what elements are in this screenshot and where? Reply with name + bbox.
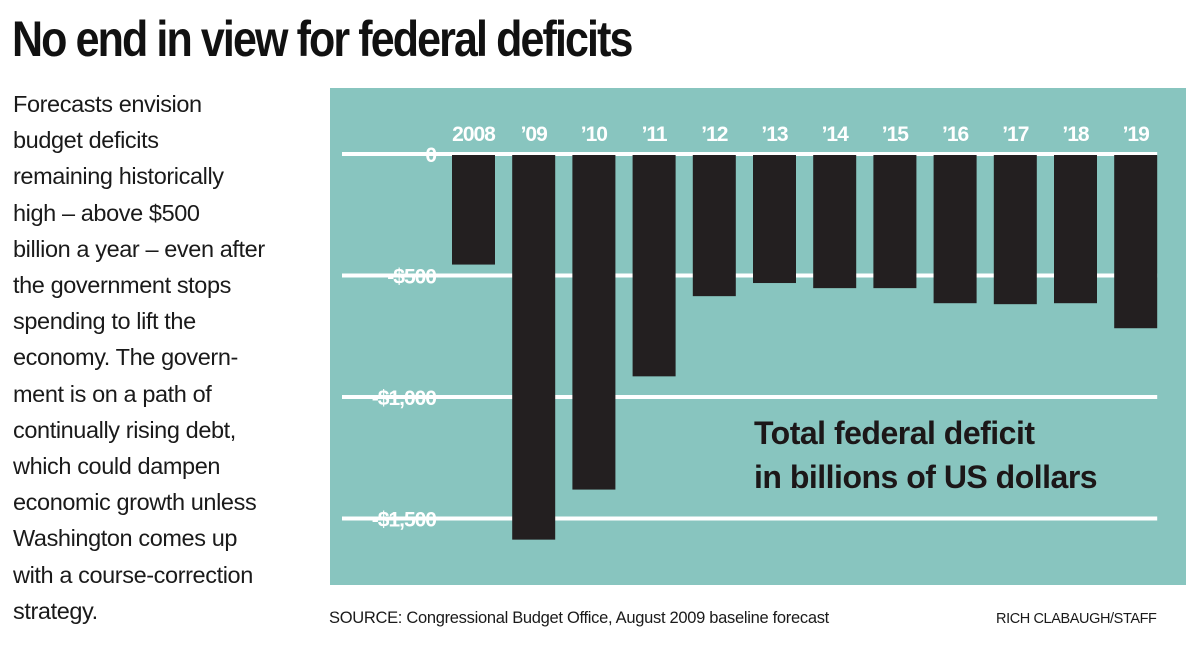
body-text-line: with a course-correction [13,561,253,588]
x-tick-label: ’10 [581,123,608,146]
bar-4 [692,155,736,297]
x-tick-label: ’13 [761,123,788,146]
body-text-line: billion a year – even after [13,235,265,262]
x-axis-ticks: 2008 ’09 ’10 ’11 ’12 ’13 ’14 ’15 ’16 ’17 ’18 ’19 [452,123,1150,146]
headline: No end in view for federal deficits [12,11,633,67]
bar-11 [1114,155,1158,329]
body-text-line: strategy. [13,597,98,624]
body-text-line: ment is on a path of [13,380,212,407]
body-text-line: economic growth unless [13,489,257,516]
bar-5 [753,155,796,284]
x-tick-label: ’19 [1123,123,1150,146]
y-tick-label: -$1,500 [372,509,437,532]
x-tick-label: ’11 [642,123,668,146]
bar-8 [933,155,977,304]
y-tick-label: 0 [425,144,436,167]
y-tick-label: -$500 [387,266,436,289]
bar-chart: 0 -$500 -$1,000 -$1,500 2008 ’09 ’10 ’11 ’12 ’13… [342,123,1158,540]
bar-10 [1054,155,1097,304]
x-tick-label: ’15 [882,123,910,146]
x-tick-label: ’09 [521,123,548,146]
body-text-line: Washington comes up [13,525,238,552]
y-tick-label: -$1,000 [372,387,437,410]
body-text-line: economy. The govern- [13,344,238,371]
bar-9 [993,155,1037,305]
body-text-line: remaining historically [13,163,224,190]
body-text: Forecasts envision budget deficits remaini… [13,86,343,629]
bar-2 [572,155,616,490]
x-tick-label: ’14 [822,123,850,146]
chart-annotation-line-2: in billions of US dollars [754,459,1097,495]
x-tick-label: ’17 [1002,123,1029,146]
bar-7 [873,155,917,289]
body-text-line: spending to lift the [13,308,196,335]
x-tick-label: ’18 [1062,123,1090,146]
chart-annotation-line-1: Total federal deficit [754,415,1035,451]
x-tick-label: ’12 [701,123,728,146]
bar-6 [813,155,857,289]
body-text-line: continually rising debt, [13,416,236,443]
y-axis-ticks: 0 -$500 -$1,000 -$1,500 [372,144,438,532]
body-text-line: Forecasts envision [13,91,202,117]
credit-line: RICH CLABAUGH/STAFF [996,611,1157,627]
bar-3 [632,155,676,377]
bar-0 [452,155,495,265]
x-tick-label: ’16 [942,123,969,146]
bars [452,155,1158,540]
source-note: SOURCE: Congressional Budget Office, Aug… [329,609,829,627]
body-text-line: the government stops [13,272,231,299]
body-text-line: which could dampen [13,453,221,480]
body-text-line: budget deficits [13,127,159,154]
body-text-line: high – above $500 [13,199,200,226]
x-tick-label: 2008 [452,123,496,146]
chart-panel: 0 -$500 -$1,000 -$1,500 2008 ’09 ’10 ’11 ’12 ’13… [330,88,1186,585]
bar-1 [512,155,556,540]
